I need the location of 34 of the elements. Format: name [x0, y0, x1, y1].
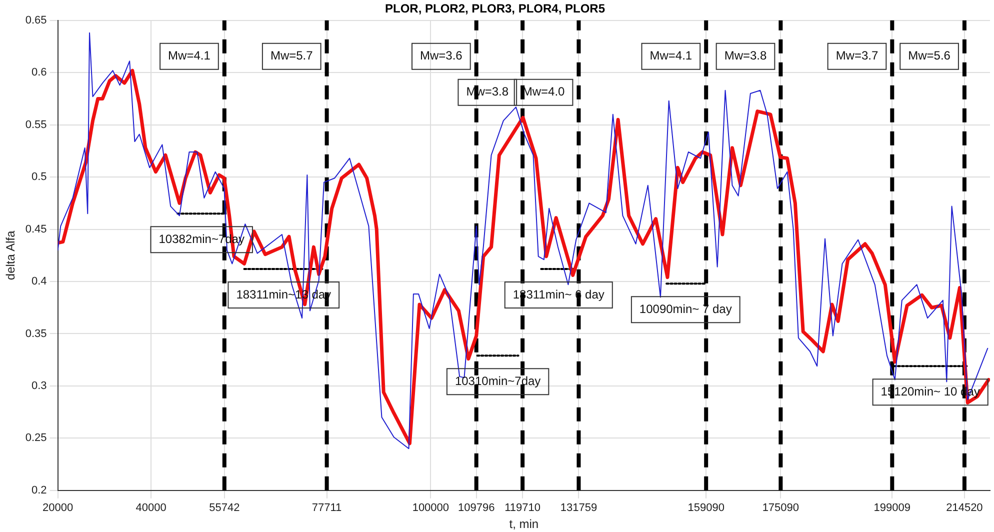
x-tick-label: 159090	[688, 502, 724, 514]
y-tick-label: 0.45	[25, 223, 47, 236]
annotation: Mw=5.7	[270, 48, 314, 63]
x-tick-label: 20000	[42, 502, 74, 514]
annotation: Mw=3.6	[420, 48, 463, 63]
x-tick-label: 119710	[504, 502, 540, 514]
y-tick-label: 0.3	[32, 380, 47, 392]
annotation: Mw=4.1	[650, 48, 692, 63]
y-tick-label: 0.65	[25, 14, 47, 26]
y-tick-label: 0.55	[25, 118, 47, 131]
x-tick-label: 199009	[874, 502, 911, 514]
y-tick-label: 0.6	[32, 66, 47, 79]
x-tick-label: 175090	[762, 502, 800, 514]
annotation: 10090min~ 7 day	[639, 302, 732, 316]
x-tick-label: 100000	[412, 502, 450, 514]
x-axis-title: t, min	[509, 517, 539, 532]
x-tick-label: 77711	[312, 502, 342, 514]
x-tick-label: 214520	[946, 502, 983, 514]
annotation: Mw=4.1	[168, 48, 211, 63]
y-tick-label: 0.4	[32, 276, 47, 288]
y-tick-label: 0.25	[25, 432, 47, 444]
y-tick-label: 0.2	[32, 484, 47, 496]
y-tick-label: 0.5	[32, 171, 47, 184]
chart-title: PLOR, PLOR2, PLOR3, PLOR4, PLOR5	[384, 2, 606, 16]
y-axis-title: delta Alfa	[4, 230, 18, 280]
annotation: Mw=5.6	[908, 48, 951, 63]
x-tick-label: 109796	[458, 502, 495, 514]
x-tick-label: 40000	[136, 502, 166, 514]
annotation: 10310min~7day	[454, 374, 541, 388]
y-tick-label: 0.35	[25, 328, 47, 340]
annotation: Mw=3.7	[836, 48, 878, 63]
annotation: Mw=3.8	[724, 48, 767, 63]
x-tick-label: 55742	[209, 502, 240, 514]
x-tick-label: 131759	[560, 502, 598, 514]
